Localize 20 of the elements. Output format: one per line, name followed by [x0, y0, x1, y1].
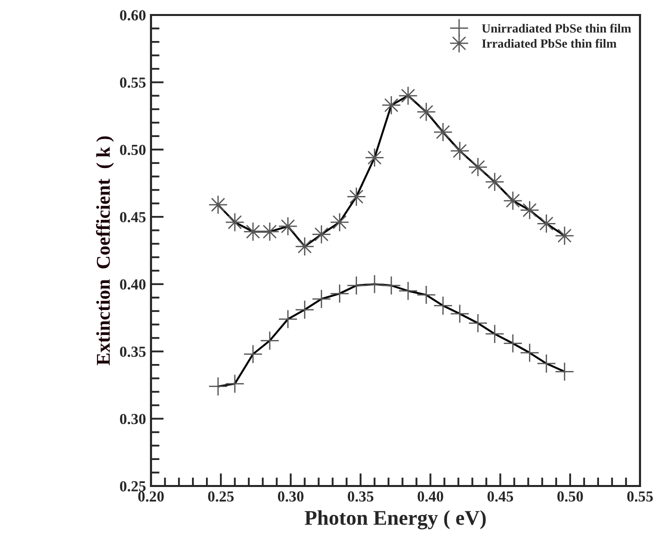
- y-tick-label: 0.40: [120, 279, 146, 290]
- legend-label: Unirradiated PbSe thin film: [482, 24, 632, 33]
- x-tick-label: 0.20: [138, 491, 164, 502]
- x-tick-label: 0.30: [278, 491, 304, 502]
- x-tick-label: 0.25: [208, 491, 234, 502]
- x-tick-label: 0.50: [557, 491, 583, 502]
- y-tick-label: 0.35: [120, 346, 146, 357]
- y-tick-label: 0.50: [120, 144, 146, 156]
- legend-label: Irradiated PbSe thin film: [482, 38, 616, 48]
- x-tick-label: 0.55: [627, 491, 653, 502]
- y-tick-label: 0.60: [120, 10, 146, 21]
- x-tick-label: 0.45: [488, 491, 514, 502]
- y-tick-label: 0.30: [120, 414, 146, 424]
- y-axis-title: Extinction Coefficient ( k ): [96, 136, 114, 366]
- x-axis-title: Photon Energy ( eV): [304, 510, 486, 530]
- x-tick-label: 0.35: [348, 491, 374, 502]
- y-tick-label: 0.25: [120, 481, 146, 492]
- y-tick-label: 0.55: [120, 77, 146, 88]
- y-tick-label: 0.45: [120, 212, 146, 222]
- x-tick-label: 0.40: [418, 491, 444, 502]
